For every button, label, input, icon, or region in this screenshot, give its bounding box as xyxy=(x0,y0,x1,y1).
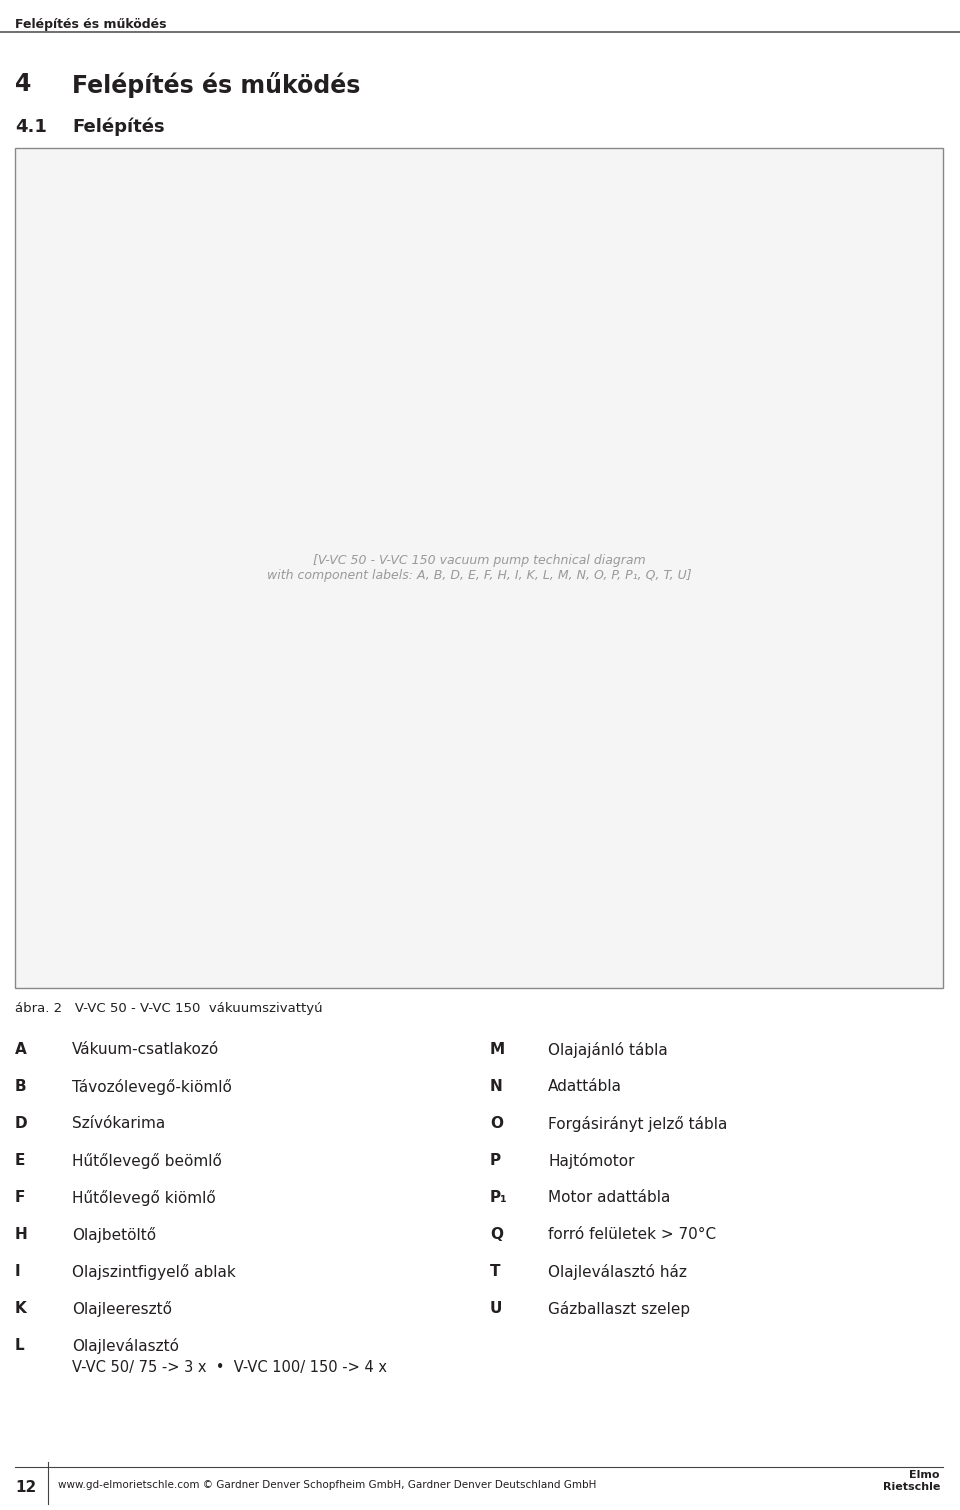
Text: Elmo
Rietschle: Elmo Rietschle xyxy=(882,1471,940,1492)
Text: F: F xyxy=(15,1190,25,1205)
Text: P: P xyxy=(490,1154,501,1169)
Text: M: M xyxy=(490,1042,505,1057)
Text: 12: 12 xyxy=(15,1480,36,1495)
Text: K: K xyxy=(15,1302,27,1317)
Text: L: L xyxy=(15,1338,25,1353)
Text: Olajleeresztő: Olajleeresztő xyxy=(72,1302,172,1317)
Text: forró felületek > 70°C: forró felületek > 70°C xyxy=(548,1228,716,1243)
Text: I: I xyxy=(15,1264,20,1279)
Text: Vákuum-csatlakozó: Vákuum-csatlakozó xyxy=(72,1042,219,1057)
Text: ábra. 2   V-VC 50 - V-VC 150  vákuumszivattyú: ábra. 2 V-VC 50 - V-VC 150 vákuumszivatt… xyxy=(15,1003,323,1015)
Text: V-VC 50/ 75 -> 3 x  •  V-VC 100/ 150 -> 4 x: V-VC 50/ 75 -> 3 x • V-VC 100/ 150 -> 4 … xyxy=(72,1361,387,1376)
Text: Adattábla: Adattábla xyxy=(548,1080,622,1095)
Text: B: B xyxy=(15,1080,27,1095)
Text: Olajszintfigyelő ablak: Olajszintfigyelő ablak xyxy=(72,1264,236,1280)
Text: P₁: P₁ xyxy=(490,1190,508,1205)
Text: Q: Q xyxy=(490,1228,503,1243)
Text: 4: 4 xyxy=(15,72,32,97)
Text: T: T xyxy=(490,1264,500,1279)
Text: Olajleválasztó ház: Olajleválasztó ház xyxy=(548,1264,686,1280)
Text: Hűtőlevegő kiömlő: Hűtőlevegő kiömlő xyxy=(72,1190,216,1206)
Bar xyxy=(15,148,943,988)
Text: U: U xyxy=(490,1302,502,1317)
Text: 4.1: 4.1 xyxy=(15,118,47,136)
Text: Felépítés: Felépítés xyxy=(72,118,164,136)
Text: Olajajánló tábla: Olajajánló tábla xyxy=(548,1042,668,1059)
Text: [V-VC 50 - V-VC 150 vacuum pump technical diagram
with component labels: A, B, D: [V-VC 50 - V-VC 150 vacuum pump technica… xyxy=(267,554,691,581)
Text: Távozólevegő-kiömlő: Távozólevegő-kiömlő xyxy=(72,1080,232,1095)
Text: E: E xyxy=(15,1154,25,1169)
Text: Forgásirányt jelző tábla: Forgásirányt jelző tábla xyxy=(548,1116,728,1132)
Text: H: H xyxy=(15,1228,28,1243)
Text: A: A xyxy=(15,1042,27,1057)
Text: O: O xyxy=(490,1116,503,1131)
Text: N: N xyxy=(490,1080,503,1095)
Text: Hajtómotor: Hajtómotor xyxy=(548,1154,635,1169)
Text: Olajbetöltő: Olajbetöltő xyxy=(72,1228,156,1243)
Text: Hűtőlevegő beömlő: Hűtőlevegő beömlő xyxy=(72,1154,222,1169)
Text: Felépítés és működés: Felépítés és működés xyxy=(15,18,166,32)
Text: D: D xyxy=(15,1116,28,1131)
Text: Gázballaszt szelep: Gázballaszt szelep xyxy=(548,1302,690,1317)
Text: Szívókarima: Szívókarima xyxy=(72,1116,165,1131)
Text: Felépítés és működés: Felépítés és működés xyxy=(72,72,360,98)
Text: Olajleválasztó: Olajleválasztó xyxy=(72,1338,179,1354)
Text: Motor adattábla: Motor adattábla xyxy=(548,1190,670,1205)
Text: www.gd-elmorietschle.com © Gardner Denver Schopfheim GmbH, Gardner Denver Deutsc: www.gd-elmorietschle.com © Gardner Denve… xyxy=(58,1480,596,1490)
